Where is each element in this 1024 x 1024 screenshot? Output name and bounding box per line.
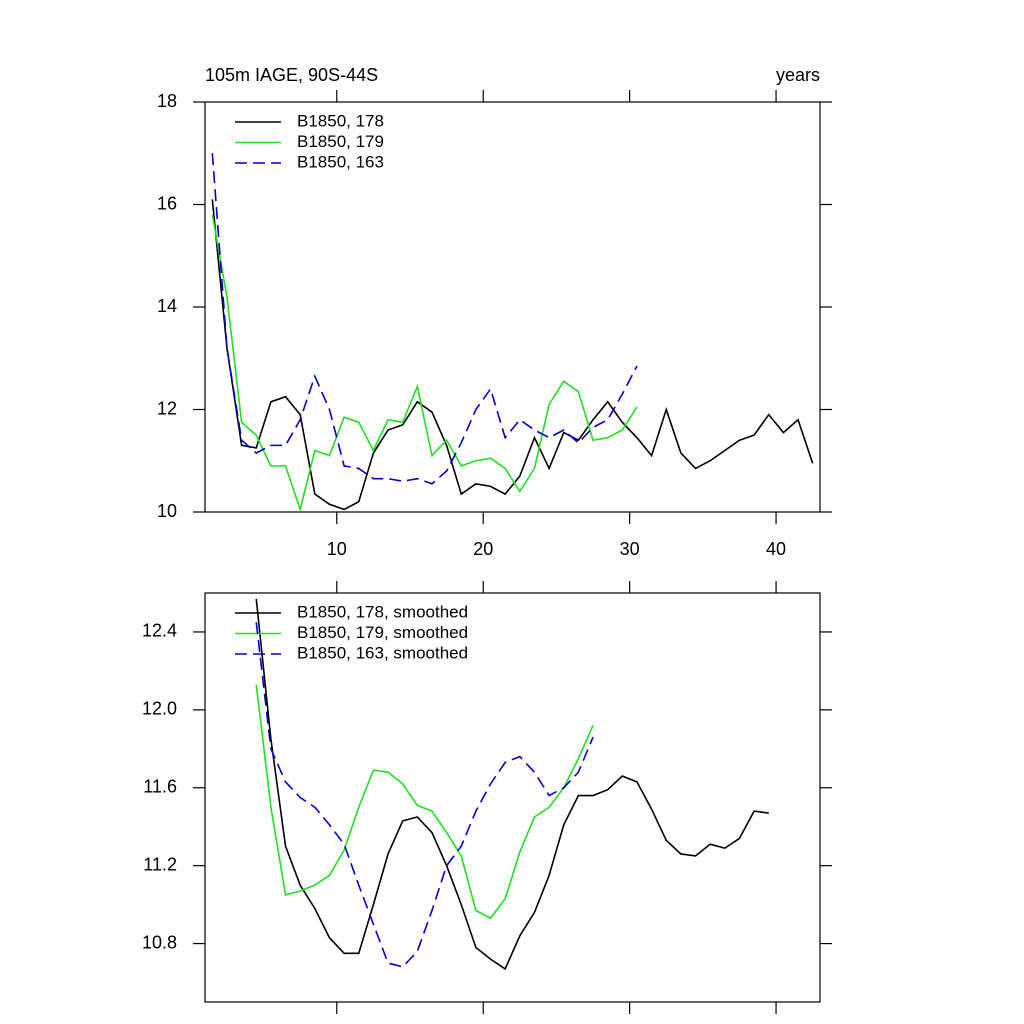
legend-label: B1850, 163, smoothed: [297, 643, 468, 662]
legend-label: B1850, 163: [297, 152, 384, 171]
x-tick-label: 10: [327, 539, 347, 559]
legend-label: B1850, 178, smoothed: [297, 602, 468, 621]
y-tick-label: 10: [157, 501, 177, 521]
series-line: [255, 598, 769, 971]
y-tick-label: 12.0: [142, 699, 177, 719]
right-string: years: [776, 65, 820, 85]
series-line: [211, 214, 638, 513]
y-tick-label: 18: [157, 91, 177, 111]
y-tick-label: 16: [157, 193, 177, 213]
legend-label: B1850, 179: [297, 132, 384, 151]
x-tick-label: 30: [620, 539, 640, 559]
x-tick-label: 40: [766, 539, 786, 559]
y-tick-label: 11.2: [143, 854, 177, 874]
y-tick-label: 14: [157, 296, 177, 316]
legend-label: B1850, 178: [297, 111, 384, 130]
y-tick-label: 12: [157, 398, 177, 418]
series-line: [211, 153, 638, 485]
series-line: [255, 684, 594, 920]
series-line: [255, 622, 594, 968]
chart-title: 105m IAGE, 90S-44S: [205, 65, 378, 85]
y-tick-label: 12.4: [142, 621, 177, 641]
x-tick-label: 20: [473, 539, 493, 559]
legend-label: B1850, 179, smoothed: [297, 623, 468, 642]
y-tick-label: 10.8: [142, 932, 177, 952]
y-tick-label: 11.6: [143, 777, 177, 797]
series-line: [211, 199, 814, 511]
plot-frame: [204, 592, 821, 1003]
